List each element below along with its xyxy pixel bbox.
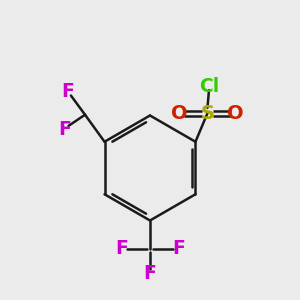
Text: F: F: [144, 264, 156, 284]
Text: S: S: [200, 104, 214, 123]
Text: F: F: [115, 239, 128, 259]
Text: F: F: [172, 239, 185, 259]
Text: Cl: Cl: [199, 77, 219, 96]
Text: O: O: [227, 104, 244, 123]
Text: F: F: [58, 120, 71, 139]
Text: F: F: [61, 82, 74, 101]
Text: O: O: [171, 104, 188, 123]
